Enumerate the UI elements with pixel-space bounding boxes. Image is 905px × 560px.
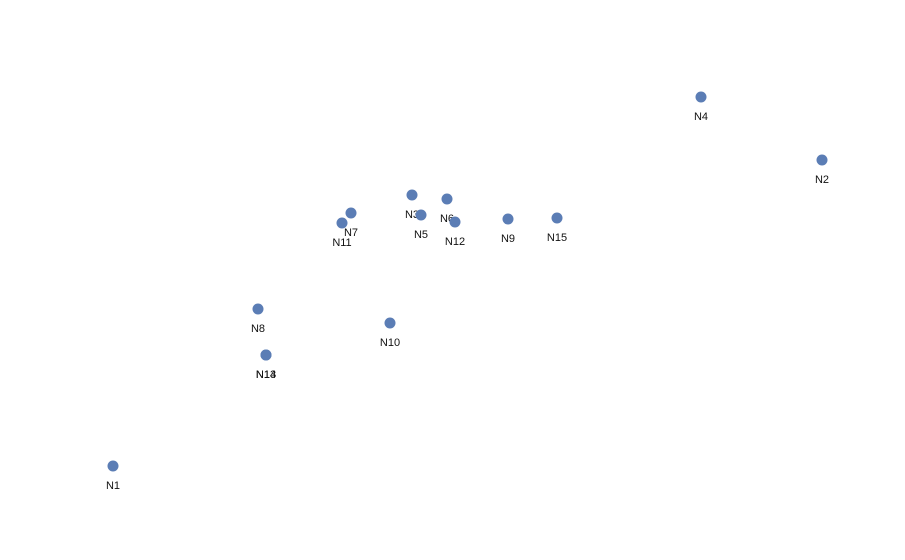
node-n8[interactable]: N8 [251,303,265,336]
node-circle[interactable] [252,303,264,315]
node-n2[interactable]: N2 [815,154,829,187]
node-n12[interactable]: N12 [445,216,465,249]
node-circle[interactable] [345,207,357,219]
node-n4[interactable]: N4 [694,91,708,124]
node-circle[interactable] [449,216,461,228]
node-circle[interactable] [415,209,427,221]
node-n14[interactable]: N14 [256,349,276,382]
node-circle[interactable] [441,193,453,205]
node-label: N9 [501,233,515,245]
node-label: N10 [380,337,400,349]
node-n1[interactable]: N1 [106,460,120,493]
node-circle[interactable] [260,349,272,361]
node-label: N11 [332,237,351,249]
node-n15[interactable]: N15 [547,212,567,245]
node-n11[interactable]: N11 [332,217,352,250]
node-label: N7 [344,227,358,239]
node-n5[interactable]: N5 [414,209,428,242]
node-circle[interactable] [816,154,828,166]
node-circle[interactable] [406,189,418,201]
node-label: N2 [815,174,829,186]
node-circle[interactable] [336,217,348,229]
node-circle[interactable] [502,213,514,225]
node-label: N15 [547,232,567,244]
node-circle[interactable] [551,212,563,224]
node-label: N8 [251,323,265,335]
node-label: N13 [256,369,276,381]
node-label: N5 [414,229,428,241]
node-label: N4 [694,111,708,123]
node-n9[interactable]: N9 [501,213,515,246]
node-label: N1 [106,480,120,492]
node-circle[interactable] [695,91,707,103]
node-n7[interactable]: N7 [344,207,358,240]
node-n3[interactable]: N3 [405,189,419,222]
node-circle[interactable] [107,460,119,472]
node-label: N14 [256,369,276,381]
node-n10[interactable]: N10 [380,317,400,350]
node-circle[interactable] [384,317,396,329]
node-label: N3 [405,209,419,221]
node-label: N12 [445,236,465,248]
